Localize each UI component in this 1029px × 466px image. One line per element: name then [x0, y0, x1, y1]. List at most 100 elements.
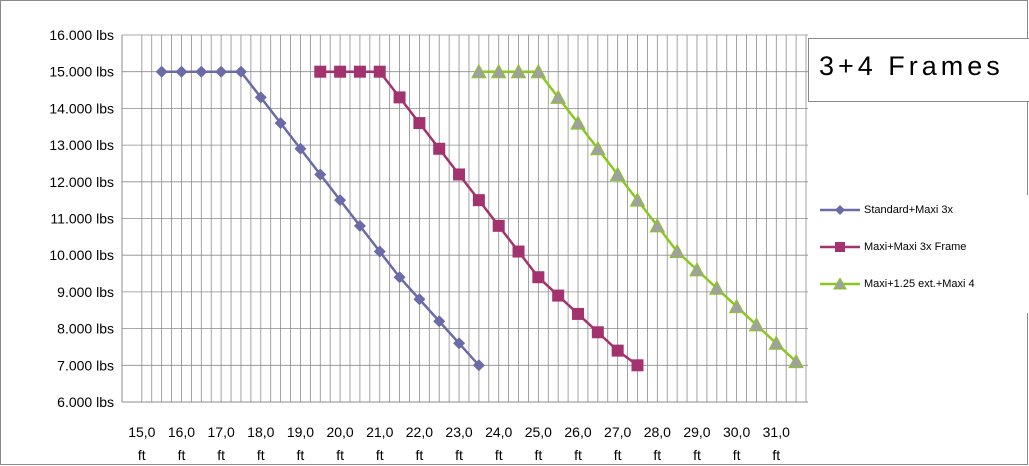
x-tick-label: 23,0	[445, 424, 472, 440]
series-0-point	[215, 65, 228, 78]
x-tick-unit-label: ft	[376, 447, 384, 463]
x-tick-label: 20,0	[326, 424, 353, 440]
series-1-point	[334, 65, 347, 78]
series-0-point	[195, 65, 208, 78]
series-0-point	[254, 91, 267, 104]
series-1-point	[552, 289, 565, 302]
series-0-point	[393, 271, 406, 284]
x-tick-label: 24,0	[485, 424, 512, 440]
series-0-point	[274, 117, 287, 130]
series-0-point	[234, 65, 247, 78]
y-tick-label: 16.000 lbs	[49, 27, 114, 43]
series-1-point	[413, 117, 426, 130]
series-1-point	[631, 359, 644, 372]
series-2-point	[490, 63, 507, 79]
y-tick-label: 13.000 lbs	[49, 137, 114, 153]
x-tick-unit-label: ft	[772, 447, 780, 463]
series-1-point	[314, 65, 327, 78]
series-0-point	[175, 65, 188, 78]
series-0-point	[413, 293, 426, 306]
series-1-point	[393, 91, 406, 104]
x-tick-unit-label: ft	[614, 447, 622, 463]
x-tick-label: 22,0	[406, 424, 433, 440]
series-2-point	[788, 353, 804, 369]
series-2-point	[768, 335, 785, 350]
series-1-point	[572, 307, 585, 320]
series-2-point	[510, 63, 527, 79]
chart-title-box: 3+4 Frames	[808, 38, 1029, 102]
x-tick-label: 30,0	[723, 424, 750, 440]
x-tick-label: 21,0	[366, 424, 393, 440]
series-2-point	[669, 243, 685, 259]
x-tick-label: 15,0	[128, 424, 155, 440]
y-tick-label: 9.000 lbs	[57, 284, 114, 300]
series-2-point	[590, 140, 606, 156]
x-tick-label: 29,0	[683, 424, 710, 440]
series-2-point	[609, 166, 626, 181]
series-1-point	[591, 326, 604, 339]
chart-title: 3+4 Frames	[819, 51, 1004, 81]
x-tick-label: 18,0	[247, 424, 274, 440]
legend-label-1: Maxi+Maxi 3x Frame	[864, 241, 967, 253]
x-tick-unit-label: ft	[653, 447, 661, 463]
series-1-point	[353, 65, 366, 78]
legend-item-0: Standard+Maxi 3x	[820, 200, 953, 220]
x-tick-unit-label: ft	[495, 447, 503, 463]
series-1-point	[512, 245, 525, 258]
series-2-point	[471, 63, 487, 79]
legend-marker-square-icon	[820, 242, 860, 252]
x-tick-unit-label: ft	[416, 447, 424, 463]
y-tick-label: 12.000 lbs	[49, 174, 114, 190]
x-tick-label: 31,0	[763, 424, 790, 440]
x-tick-unit-label: ft	[455, 447, 463, 463]
x-tick-unit-label: ft	[733, 447, 741, 463]
series-2-point	[629, 192, 646, 207]
series-1-point	[373, 65, 386, 78]
series-1-point	[472, 194, 485, 207]
y-tick-label: 7.000 lbs	[57, 357, 114, 373]
series-1-point	[611, 344, 624, 357]
y-tick-label: 11.000 lbs	[50, 211, 114, 227]
series-0-point	[314, 168, 327, 181]
series-2-point	[689, 261, 705, 277]
series-0-point	[453, 337, 466, 350]
series-0-point	[334, 194, 347, 207]
x-tick-unit-label: ft	[257, 447, 265, 463]
series-1-point	[453, 168, 466, 181]
x-tick-unit-label: ft	[534, 447, 542, 463]
legend-label-0: Standard+Maxi 3x	[864, 204, 953, 216]
series-1-point	[433, 142, 446, 155]
series-2-point	[550, 89, 567, 104]
legend-marker-triangle-icon	[820, 278, 860, 290]
x-tick-unit-label: ft	[138, 447, 146, 463]
series-2-point	[728, 298, 745, 314]
series-1-point	[492, 219, 505, 232]
x-tick-label: 17,0	[208, 424, 235, 440]
legend-marker-diamond-icon	[820, 205, 860, 215]
series-0-point	[155, 65, 168, 78]
y-tick-label: 8.000 lbs	[57, 321, 114, 337]
x-tick-unit-label: ft	[693, 447, 701, 463]
y-tick-label: 6.000 lbs	[57, 394, 114, 410]
x-tick-unit-label: ft	[574, 447, 582, 463]
x-tick-label: 16,0	[168, 424, 195, 440]
x-tick-label: 25,0	[525, 424, 552, 440]
y-tick-label: 14.000 lbs	[49, 100, 114, 116]
x-tick-unit-label: ft	[217, 447, 225, 463]
x-tick-label: 28,0	[644, 424, 671, 440]
series-0-point	[433, 315, 446, 328]
series-2-point	[649, 217, 666, 233]
series-0-point	[472, 359, 485, 372]
legend-item-1: Maxi+Maxi 3x Frame	[820, 237, 966, 257]
y-tick-label: 10.000 lbs	[49, 247, 114, 263]
series-0-point	[294, 142, 307, 155]
legend-label-2: Maxi+1.25 ext.+Maxi 4	[864, 278, 975, 290]
series-2-point	[570, 115, 586, 130]
series-1-point	[532, 271, 545, 284]
x-tick-unit-label: ft	[297, 447, 305, 463]
x-tick-unit-label: ft	[336, 447, 344, 463]
legend: Standard+Maxi 3x Maxi+Maxi 3x Frame Maxi…	[808, 195, 1029, 313]
legend-item-2: Maxi+1.25 ext.+Maxi 4	[820, 274, 975, 294]
y-tick-label: 15.000 lbs	[49, 64, 114, 80]
